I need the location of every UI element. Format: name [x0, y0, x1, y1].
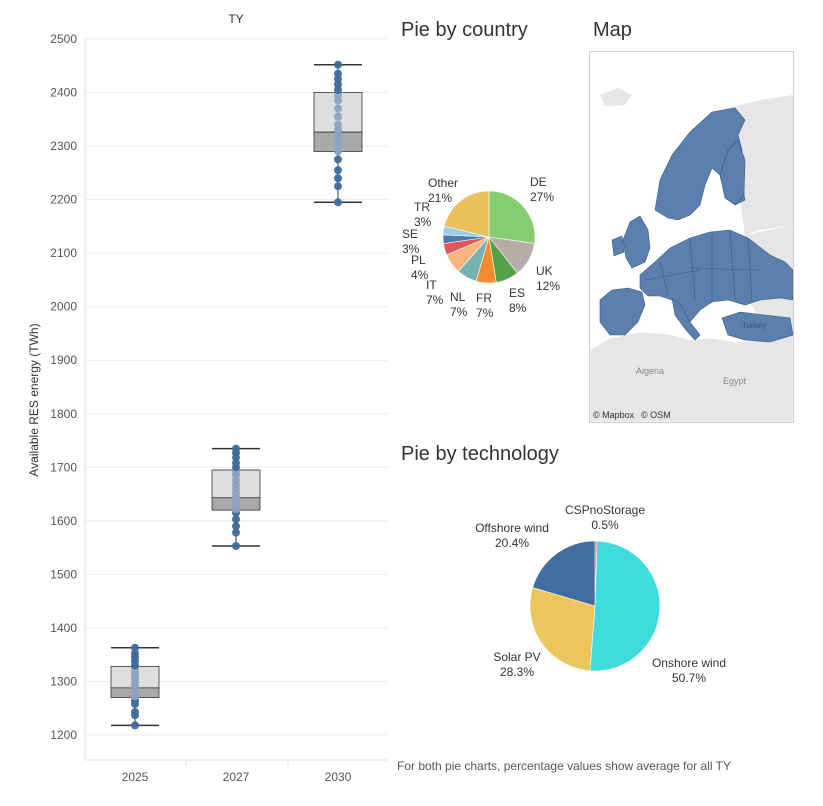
- pie-tech-title: Pie by technology: [401, 443, 559, 465]
- pie-label-name: Onshore wind: [652, 656, 726, 670]
- boxplot-title: TY: [228, 12, 243, 26]
- map-attribution-osm[interactable]: © OSM: [641, 410, 671, 420]
- map-label-turkey: Turkey: [742, 321, 766, 330]
- map-borders: [644, 229, 761, 303]
- pie-label-pct: 20.4%: [495, 536, 529, 550]
- pie-label-name: CSPnoStorage: [565, 503, 645, 517]
- y-tick-label: 1500: [50, 567, 77, 581]
- pie-label-name: Solar PV: [493, 650, 540, 664]
- pie-label-name: FR: [476, 291, 492, 305]
- pie-country-title: Pie by country: [401, 19, 528, 41]
- y-tick-label: 1600: [50, 514, 77, 528]
- pie-label-pct: 28.3%: [500, 665, 534, 679]
- data-point[interactable]: [334, 112, 342, 121]
- footnote: For both pie charts, percentage values s…: [397, 759, 731, 773]
- boxes: [110, 60, 363, 730]
- pie-label-name: Other: [428, 176, 458, 190]
- data-point[interactable]: [334, 182, 342, 191]
- y-ticks: 1200 1300 1400 1500 1600 1700 1800 1900 2000 2100…: [50, 32, 77, 742]
- pie-label-name: IT: [426, 278, 437, 292]
- data-point[interactable]: [232, 522, 240, 531]
- pie-label-name: SE: [402, 227, 418, 241]
- data-point[interactable]: [131, 721, 139, 730]
- map-attribution-mapbox[interactable]: © Mapbox: [593, 410, 635, 420]
- pie-label-name: DE: [530, 175, 547, 189]
- data-point[interactable]: [334, 166, 342, 175]
- data-point[interactable]: [232, 528, 240, 537]
- y-tick-label: 2300: [50, 139, 77, 153]
- y-tick-label: 2200: [50, 193, 77, 207]
- y-axis-label: Available RES energy (TWh): [27, 323, 41, 476]
- y-tick-label: 1800: [50, 407, 77, 421]
- y-tick-label: 2500: [50, 32, 77, 46]
- box-2025[interactable]: [110, 643, 160, 730]
- data-point[interactable]: [232, 515, 240, 524]
- pie-label-name: NL: [450, 290, 466, 304]
- pie-slice-other[interactable]: [443, 190, 490, 238]
- pie-label-name: Offshore wind: [475, 521, 549, 535]
- pie-label-pct: 21%: [428, 191, 452, 205]
- pie-label-pct: 7%: [476, 306, 494, 320]
- pie-label-pct: 3%: [414, 215, 432, 229]
- pie-label-name: UK: [536, 264, 553, 278]
- pie-slice-offshore-wind[interactable]: [532, 540, 596, 607]
- map-title: Map: [593, 19, 632, 41]
- map-label-algeria: Algeria: [636, 366, 664, 376]
- pie-by-country: DE27%UK12%ES8%FR7%NL7%IT7%PL4%SE3%TR3%Ot…: [402, 175, 560, 320]
- pie-slice-de[interactable]: [488, 190, 536, 244]
- data-point[interactable]: [334, 198, 342, 207]
- data-point[interactable]: [131, 643, 139, 652]
- map-highlight-europe: [599, 107, 793, 343]
- pie-label-pct: 3%: [402, 242, 420, 256]
- map-label-egypt: Egypt: [723, 376, 747, 386]
- y-tick-label: 2400: [50, 86, 77, 100]
- data-point[interactable]: [334, 104, 342, 113]
- data-point[interactable]: [131, 707, 139, 716]
- data-point[interactable]: [334, 69, 342, 78]
- x-tick-label: 2030: [325, 770, 352, 784]
- data-point[interactable]: [334, 60, 342, 69]
- pie-label-pct: 4%: [411, 268, 429, 282]
- pie-slice-solar-pv[interactable]: [529, 587, 596, 672]
- pie-label-name: TR: [414, 200, 430, 214]
- data-point[interactable]: [232, 444, 240, 453]
- y-tick-label: 1300: [50, 674, 77, 688]
- pie-label-name: PL: [411, 253, 426, 267]
- y-tick-label: 1700: [50, 460, 77, 474]
- pie-label-name: ES: [509, 286, 525, 300]
- pie-label-pct: 12%: [536, 279, 560, 293]
- pie-label-pct: 7%: [426, 293, 444, 307]
- pie-label-pct: 27%: [530, 190, 554, 204]
- y-tick-label: 1400: [50, 621, 77, 635]
- data-point[interactable]: [131, 649, 139, 658]
- map-land-iceland: [600, 88, 632, 106]
- pie-label-pct: 7%: [450, 305, 468, 319]
- pie-slice-onshore-wind[interactable]: [589, 540, 661, 672]
- x-tick-label: 2027: [223, 770, 250, 784]
- y-tick-label: 1900: [50, 353, 77, 367]
- box-2030[interactable]: [313, 60, 363, 207]
- x-ticks: 2025 2027 2030: [122, 770, 352, 784]
- y-tick-label: 1200: [50, 728, 77, 742]
- boxplot-chart: TY Available RES energy (TWh) 1200 1300 14…: [27, 12, 388, 784]
- pie-label-pct: 0.5%: [591, 518, 619, 532]
- europe-map[interactable]: Algeria Egypt Turkey © Mapbox © OSM: [589, 51, 794, 423]
- x-tick-label: 2025: [122, 770, 149, 784]
- pie-label-pct: 8%: [509, 301, 527, 315]
- map-land-africa: [590, 329, 793, 422]
- box-2027[interactable]: [211, 444, 261, 551]
- pie-label-pct: 50.7%: [672, 671, 706, 685]
- data-point[interactable]: [232, 542, 240, 551]
- data-point[interactable]: [334, 174, 342, 183]
- data-point[interactable]: [334, 120, 342, 129]
- y-tick-label: 2000: [50, 300, 77, 314]
- data-point[interactable]: [334, 155, 342, 164]
- y-tick-label: 2100: [50, 246, 77, 260]
